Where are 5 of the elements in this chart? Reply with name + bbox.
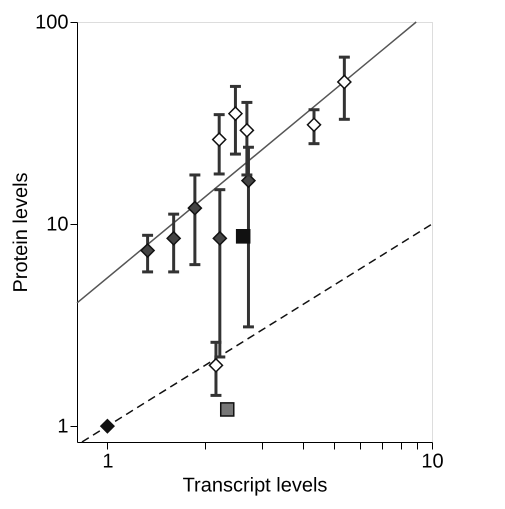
y-tick-label: 1 — [57, 416, 68, 438]
y-axis-title: Protein levels — [10, 172, 32, 293]
y-tick-label: 10 — [46, 214, 68, 236]
x-axis-title: Transcript levels — [182, 474, 328, 496]
y-tick-label: 100 — [35, 12, 68, 34]
